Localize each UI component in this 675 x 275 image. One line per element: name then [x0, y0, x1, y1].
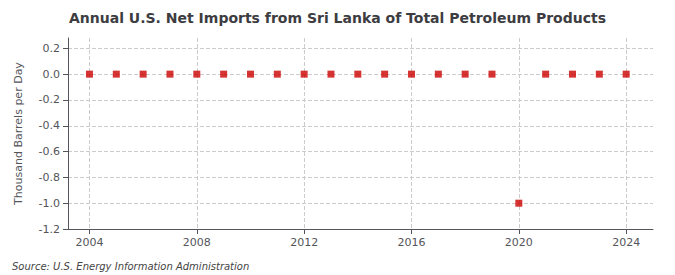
svg-text:-0.2: -0.2 — [39, 93, 60, 106]
svg-text:-1.2: -1.2 — [39, 223, 60, 236]
svg-text:2016: 2016 — [397, 236, 425, 249]
svg-text:-0.8: -0.8 — [39, 171, 60, 184]
svg-text:-1.0: -1.0 — [39, 197, 60, 210]
svg-text:2004: 2004 — [75, 236, 103, 249]
svg-text:2012: 2012 — [290, 236, 318, 249]
svg-text:0.2: 0.2 — [43, 42, 61, 55]
svg-text:2008: 2008 — [183, 236, 211, 249]
svg-text:2020: 2020 — [505, 236, 533, 249]
svg-text:0.0: 0.0 — [43, 68, 61, 81]
svg-text:-0.6: -0.6 — [39, 145, 60, 158]
svg-text:Source: U.S. Energy Informatio: Source: U.S. Energy Information Administ… — [12, 261, 249, 272]
svg-text:2024: 2024 — [612, 236, 640, 249]
svg-text:Annual U.S. Net Imports from S: Annual U.S. Net Imports from Sri Lanka o… — [69, 10, 606, 26]
svg-text:-0.4: -0.4 — [39, 119, 60, 132]
svg-text:Thousand Barrels per Day: Thousand Barrels per Day — [12, 62, 25, 206]
